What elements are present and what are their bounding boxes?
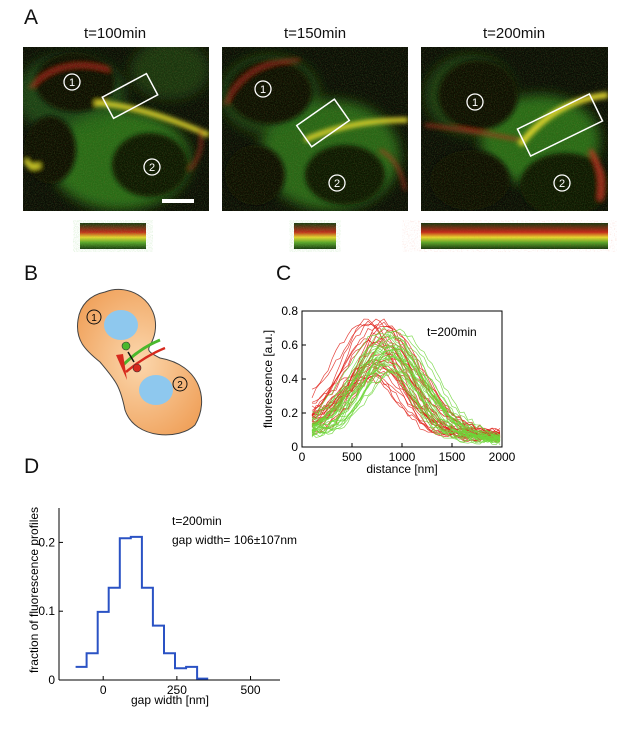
y-tick-label: 0.8: [281, 304, 298, 318]
x-tick-label: 500: [241, 683, 261, 697]
cell-marker-2: [553, 174, 571, 192]
fluorescence-profile-chart: 0 500 1000 1500 2000 00.20.40.60.8 t=200min …: [261, 304, 515, 476]
profile-line-green: [311, 333, 501, 440]
x-tick-label: 250: [167, 683, 187, 697]
y-tick-label: 0.2: [38, 535, 55, 549]
cell-number: 1: [69, 77, 75, 89]
cell-number: 2: [334, 178, 340, 190]
profile-line-green: [311, 352, 501, 439]
profile-line-green: [311, 355, 501, 437]
inset-t150: [294, 223, 336, 249]
cell-number: 1: [260, 84, 266, 96]
profile-line-green: [311, 344, 501, 443]
micrograph-t100: [23, 47, 209, 211]
profile-lines: [311, 318, 501, 446]
y-tick-label: 0.4: [281, 372, 298, 386]
y-tick-label: 0.2: [281, 406, 298, 420]
panel-label-a: A: [24, 6, 39, 29]
profile-line-green: [311, 335, 501, 440]
nucleus-1: [104, 310, 138, 340]
profile-line-green: [311, 364, 501, 446]
scale-bar: [162, 199, 194, 203]
profile-line-green: [311, 354, 501, 441]
x-axis-label: gap width [nm]: [131, 693, 209, 707]
cell-marker-1: [254, 80, 272, 98]
x-tick-label: 0: [299, 450, 306, 464]
profile-line-green: [311, 369, 501, 444]
y-tick-label: 0: [291, 440, 298, 454]
inset-t100: [80, 223, 146, 249]
x-tick-label: 2000: [489, 450, 515, 464]
micrograph-t200: [421, 47, 608, 211]
histogram-annotation-time: t=200min: [172, 514, 222, 528]
x-tick-label: 500: [342, 450, 362, 464]
profile-line-green: [311, 348, 501, 442]
histogram-annotation-gap: gap width= 106±107nm: [172, 533, 297, 547]
cell-marker-2: [328, 174, 346, 192]
timepoint-label-2: t=150min: [283, 25, 347, 42]
y-tick-label: 0.6: [281, 338, 298, 352]
gap-width-histogram: 0 250 500 0 0.1 0.2 t=200min gap width= 106±…: [27, 507, 297, 707]
schematic-cell-number: 1: [91, 313, 97, 324]
profile-line-green: [311, 342, 501, 441]
cell-number: 1: [472, 97, 478, 109]
timepoint-label-3: t=200min: [482, 25, 546, 42]
profile-line-green: [311, 344, 501, 439]
profile-line-green: [311, 370, 501, 442]
profile-line-green: [311, 328, 501, 437]
x-tick-label: 0: [100, 683, 107, 697]
panel-label-c: C: [276, 262, 292, 285]
micrograph-t150: [222, 47, 408, 211]
y-axis-label: fluorescence [a.u.]: [261, 330, 275, 428]
chart-annotation: t=200min: [427, 325, 477, 339]
schematic-cell-number: 2: [177, 380, 183, 391]
x-tick-label: 1500: [439, 450, 466, 464]
timepoint-label-1: t=100min: [83, 25, 147, 42]
panel-label-b: B: [24, 262, 39, 285]
profile-line-green: [311, 326, 501, 440]
x-axis-label: distance [nm]: [366, 462, 437, 476]
y-tick-label: 0.1: [38, 604, 55, 618]
panel-label-d: D: [24, 455, 40, 478]
cell-marker-1: [466, 93, 484, 111]
nucleus-2: [139, 375, 173, 405]
cell-marker-2: [143, 158, 161, 176]
probe-wedge: [116, 354, 127, 380]
micrograph-row: 1 2 1 2 1 2: [23, 47, 608, 249]
histogram-step-line: [75, 535, 209, 680]
y-axis-label: fraction of fluorescence profiles: [27, 507, 41, 673]
cell-marker-1: [63, 73, 81, 91]
profile-line-red: [311, 318, 501, 435]
cell-schematic: 1 2: [76, 288, 203, 436]
x-tick-label: 1000: [389, 450, 416, 464]
y-tick-label: 0: [48, 673, 55, 687]
cell-number: 2: [559, 178, 565, 190]
cell-number: 2: [149, 162, 155, 174]
inset-t200: [421, 223, 608, 249]
